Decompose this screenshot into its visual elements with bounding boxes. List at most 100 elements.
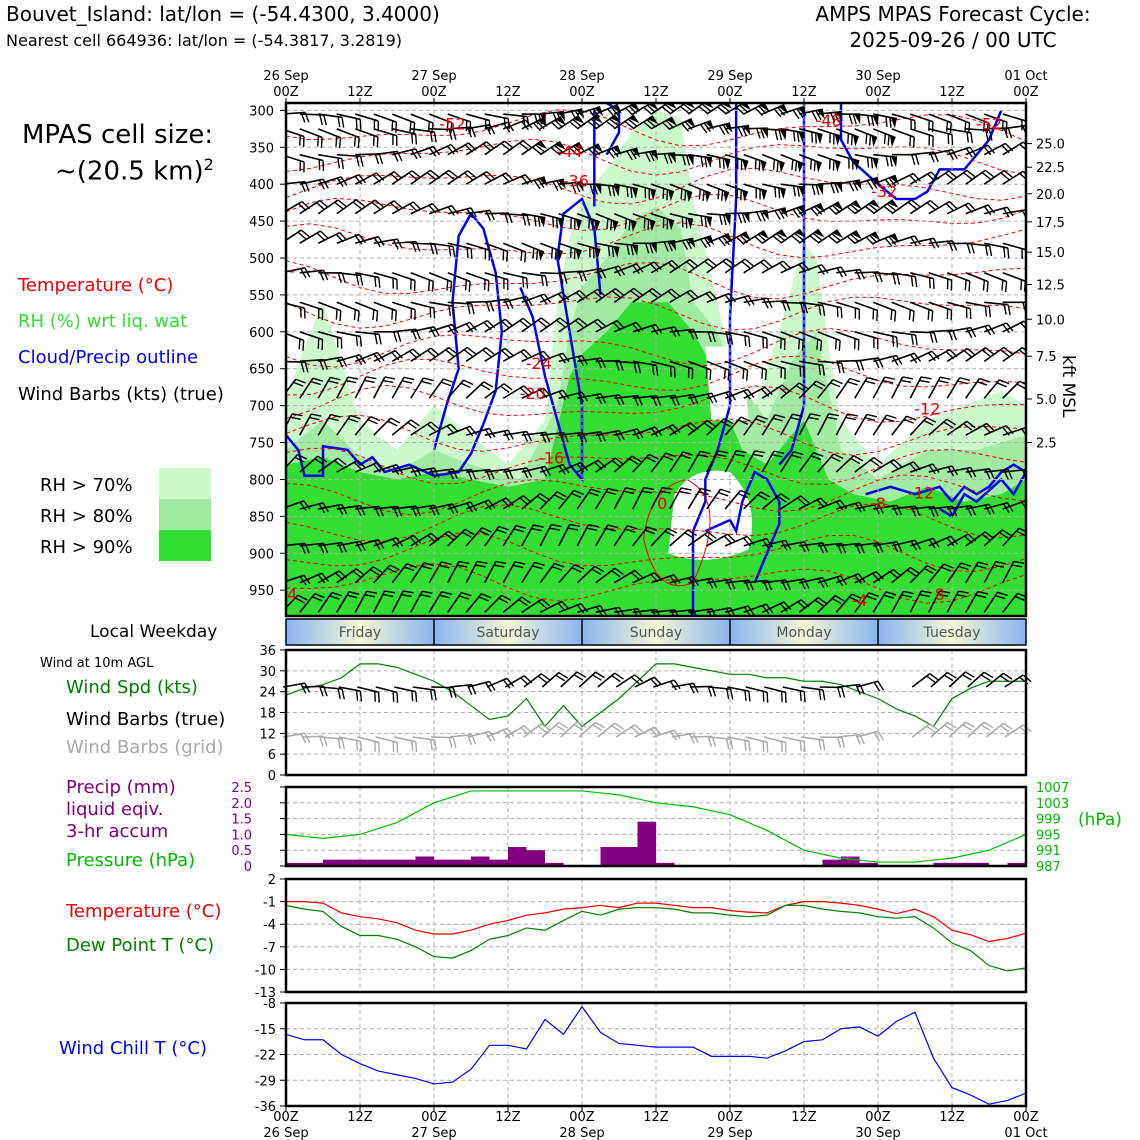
wind-barb-tick	[430, 421, 440, 430]
temp-label: -32	[871, 182, 897, 201]
wind-barb-tick	[406, 563, 417, 569]
wind-barb-tick	[590, 488, 602, 494]
wind-barb-tick	[983, 721, 994, 729]
wind-barb-shaft	[613, 287, 635, 303]
wind-barb-tick	[573, 489, 584, 495]
wind-barb-tick	[572, 145, 582, 154]
wind-barb-flag	[687, 238, 696, 249]
wind-barb-shaft	[873, 153, 898, 158]
wind-barb-tick	[485, 125, 492, 136]
wind-barb-flag	[686, 190, 693, 203]
pressure-tick-label: 1007	[1036, 781, 1069, 796]
wind-barb-tick	[865, 236, 875, 246]
wind-barb-tick	[572, 118, 582, 127]
wind-barb-tick	[541, 598, 551, 607]
wind-barb-tick	[932, 463, 940, 473]
wind-barb-tick	[859, 360, 865, 371]
wind-barb-shaft	[539, 352, 564, 363]
wind-barb-shaft	[299, 153, 324, 162]
wind-barb-tick	[486, 171, 495, 180]
wind-barb-tick	[483, 279, 486, 290]
wind-barb-flag	[798, 131, 805, 143]
wind-barb-tick	[909, 566, 920, 574]
legend-precip-2: liquid eqiv.	[66, 799, 164, 820]
wind-barb-tick	[997, 591, 1008, 596]
wind-barb-shaft	[286, 332, 304, 342]
wind-barb-tick	[736, 449, 747, 454]
wind-barb-tick	[389, 564, 400, 571]
wind-barb-flag	[613, 246, 620, 258]
temp-ytick-label: 2	[268, 873, 276, 888]
wind-barb-tick	[870, 459, 880, 467]
wind-barb-tick	[409, 203, 418, 212]
wind-barb-tick	[464, 528, 475, 536]
wind-barb-tick	[316, 135, 320, 147]
wind-barb-flag	[649, 219, 656, 232]
wind-barb-flag	[630, 220, 637, 232]
wind-barb-shaft	[429, 323, 453, 333]
wind-barb-flag	[742, 190, 748, 202]
wind-barb-tick	[355, 199, 365, 207]
temp-contour-5	[286, 260, 1026, 300]
wind-barb-tick	[1004, 281, 1008, 293]
wind-ytick-label: 30	[259, 665, 276, 680]
wind-barb-tick	[929, 673, 939, 681]
wind-barb-tick	[828, 206, 838, 216]
wind-barb-tick	[367, 419, 378, 425]
legend-dewpoint: Dew Point T (°C)	[66, 935, 215, 956]
wind-barb-tick	[813, 452, 824, 457]
wind-barb-tick	[766, 692, 769, 703]
wind-barb-tick	[526, 467, 533, 478]
wind-barb-flag	[870, 232, 881, 241]
wind-barb-tick	[692, 329, 699, 340]
wind-barb-tick	[1014, 595, 1026, 601]
wind-barb-tick	[634, 569, 644, 578]
wind-barb-tick	[651, 325, 659, 335]
precip-bar	[822, 859, 841, 866]
wind-barb-tick	[830, 382, 841, 388]
wind-barb-tick	[902, 376, 914, 380]
top-hour-label: 00Z	[569, 85, 595, 100]
chill-ytick-label: -36	[255, 1100, 276, 1115]
wind-barb-tick	[850, 134, 853, 146]
wind-barb-tick	[316, 232, 326, 241]
wind-barb-tick	[857, 339, 860, 351]
wind-barb-tick	[468, 281, 471, 292]
wind-barb-tick	[489, 210, 495, 221]
wind-barb-tick	[309, 416, 320, 421]
wind-barb-tick	[988, 504, 995, 514]
wind-barb-tick	[347, 418, 359, 423]
pressure-tick-label: 350	[249, 141, 274, 156]
wind-barb-tick	[591, 568, 602, 575]
wind-barb-tick	[641, 490, 653, 494]
wind-barb-tick	[866, 157, 870, 168]
wind-barb-shaft	[484, 113, 509, 120]
wind-barb-tick	[796, 207, 804, 217]
temp-label: -52	[976, 115, 1002, 134]
wind-barb-flag	[760, 189, 767, 201]
wind-barb-tick	[464, 279, 468, 291]
wind-barb-tick	[522, 140, 532, 148]
pressure-tick-label: 987	[1036, 860, 1061, 875]
wind-barb-tick	[533, 179, 541, 190]
temp-label: -48	[816, 111, 842, 130]
wind-barb-tick	[384, 376, 396, 380]
wind-barb-tick	[903, 418, 915, 424]
wind-barb-shaft	[632, 323, 656, 333]
precip-bar	[360, 859, 379, 866]
wind-barb-shaft	[891, 505, 916, 510]
wind-barb-tick	[426, 172, 436, 180]
wind-barb-tick	[818, 739, 822, 750]
wind-barb-tick	[609, 118, 619, 126]
wind-barb-tick	[448, 346, 458, 355]
wind-barb-flag	[538, 249, 545, 262]
wind-barb-shaft	[706, 122, 731, 130]
top-hour-label: 12Z	[643, 85, 669, 100]
wind-barb-tick	[947, 150, 954, 160]
wind-barb-tick	[777, 495, 787, 503]
wind-barb-tick	[482, 349, 492, 358]
wind-barb-tick	[319, 199, 329, 208]
wind-barb-tick	[382, 379, 394, 384]
wind-barb-tick	[926, 675, 936, 683]
wind-barb-tick	[597, 288, 606, 297]
